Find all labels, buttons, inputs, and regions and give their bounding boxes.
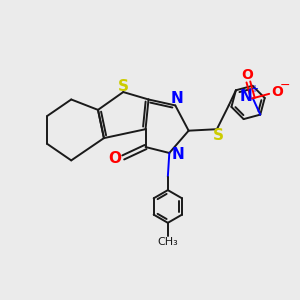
- Text: N: N: [240, 89, 253, 104]
- Text: N: N: [171, 147, 184, 162]
- Text: S: S: [213, 128, 224, 143]
- Text: S: S: [118, 79, 129, 94]
- Text: CH₃: CH₃: [158, 237, 178, 247]
- Text: −: −: [279, 79, 290, 92]
- Text: O: O: [272, 85, 284, 99]
- Text: +: +: [250, 84, 258, 94]
- Text: N: N: [170, 92, 183, 106]
- Text: O: O: [108, 152, 122, 166]
- Text: O: O: [241, 68, 253, 82]
